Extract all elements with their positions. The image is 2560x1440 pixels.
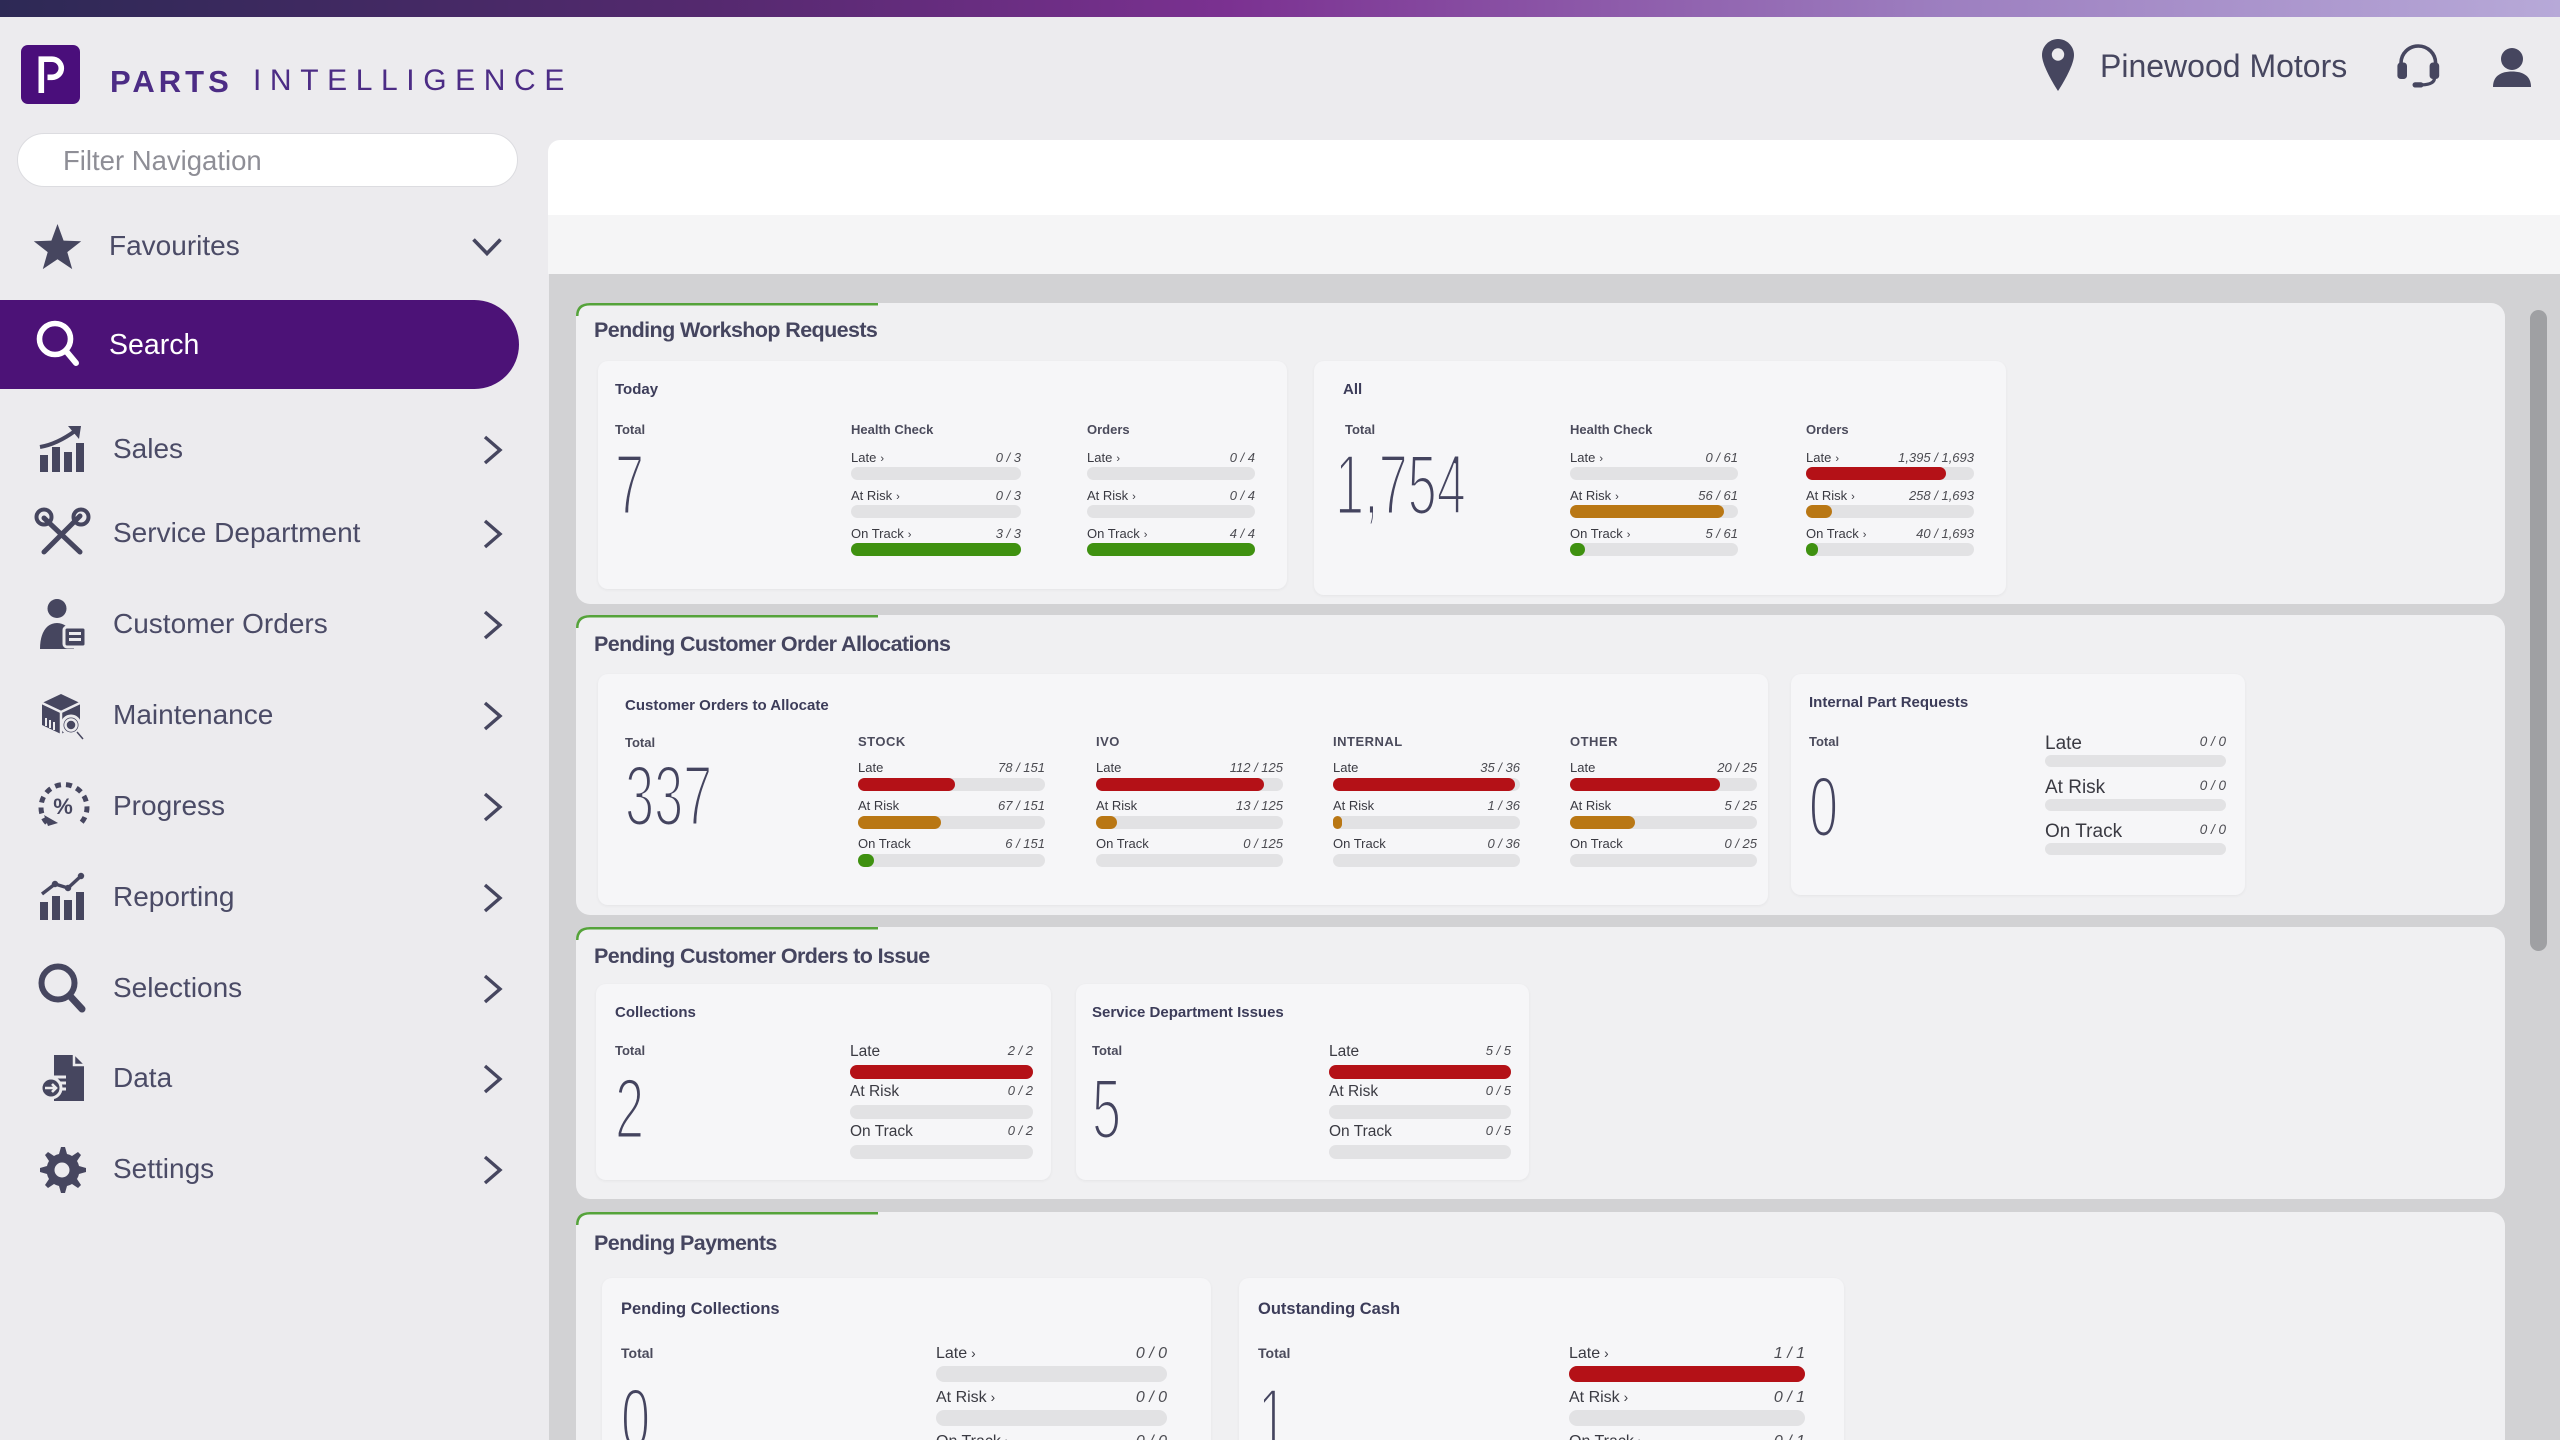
svg-text:%: % (53, 794, 73, 819)
